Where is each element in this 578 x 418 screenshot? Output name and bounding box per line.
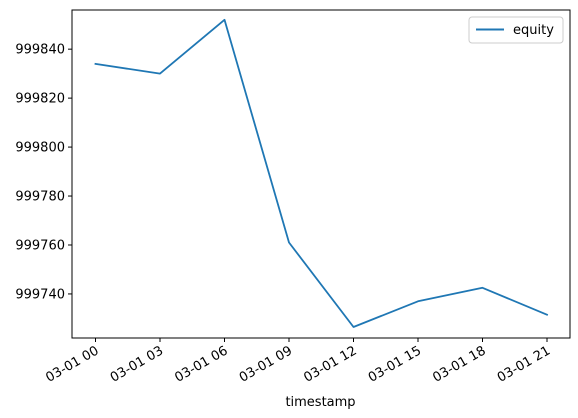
- legend-box: [468, 16, 564, 44]
- x-axis: 03-01 00 03-01 03 03-01 06 03-01 09 03-01 12…: [43, 338, 553, 386]
- y-tick-label: 999820: [15, 92, 65, 107]
- y-tick-label: 999740: [15, 287, 65, 302]
- y-tick-label: 999800: [15, 141, 65, 156]
- y-axis: 999740 999760 999780 999800 999820 999840: [15, 43, 72, 302]
- y-tick-label: 999840: [15, 43, 65, 58]
- legend: equity: [468, 16, 564, 44]
- series-line-equity: [94, 18, 549, 328]
- legend-label-equity: equity: [513, 23, 554, 38]
- x-tick-label: 03-01 00: [43, 343, 101, 385]
- x-tick-label: 03-01 03: [108, 343, 166, 385]
- x-tick-label: 03-01 09: [237, 343, 295, 385]
- x-axis-label: timestamp: [285, 395, 355, 410]
- x-tick-label: 03-01 18: [430, 343, 488, 385]
- x-tick-label: 03-01 12: [301, 343, 359, 385]
- y-tick-label: 999780: [15, 190, 65, 205]
- x-tick-label: 03-01 06: [172, 343, 230, 385]
- x-tick-label: 03-01 15: [366, 343, 424, 385]
- series-layer: [94, 18, 549, 328]
- plot-area: [71, 9, 571, 339]
- x-tick-label: 03-01 21: [495, 343, 553, 385]
- y-tick-label: 999760: [15, 238, 65, 253]
